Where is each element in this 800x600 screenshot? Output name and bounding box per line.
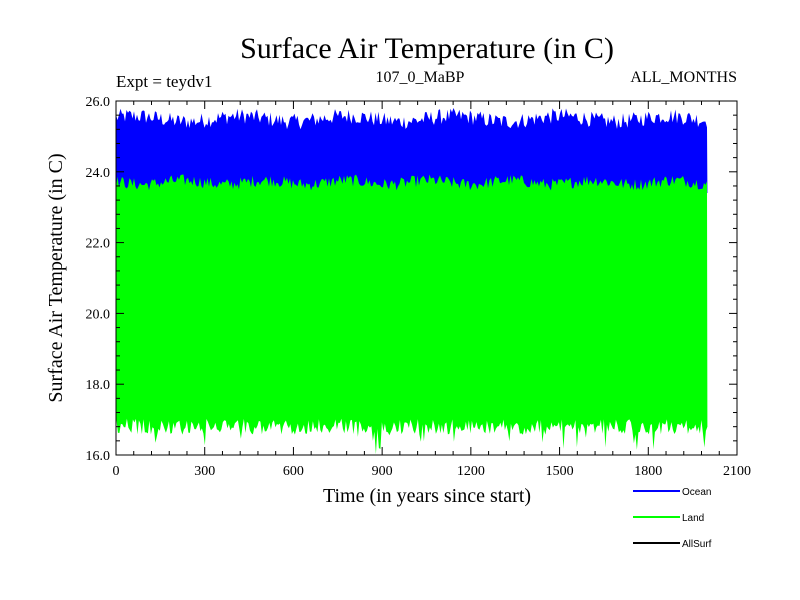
y-tick-label: 18.0 [86, 378, 111, 393]
experiment-label: Expt = teydv1 [116, 72, 212, 91]
x-tick-label: 600 [283, 464, 304, 479]
series-land [116, 174, 708, 455]
chart-title: Surface Air Temperature (in C) [240, 32, 614, 65]
x-tick-label: 2100 [723, 464, 751, 479]
x-tick-label: 0 [113, 464, 120, 479]
plot-area [115, 100, 738, 456]
legend-label-ocean: Ocean [682, 487, 711, 498]
series-ocean [116, 108, 708, 194]
y-tick-label: 16.0 [86, 449, 111, 464]
y-tick-label: 24.0 [86, 166, 111, 181]
x-tick-label: 900 [372, 464, 393, 479]
x-tick-label: 300 [194, 464, 215, 479]
subtitle-center: 107_0_MaBP [376, 69, 465, 86]
subtitle-right: ALL_MONTHS [630, 69, 737, 86]
y-tick-label: 20.0 [86, 307, 111, 322]
plot-frame [115, 100, 738, 456]
legend: Ocean Land AllSurf [633, 487, 712, 550]
x-tick-label: 1800 [634, 464, 662, 479]
y-axis-label: Surface Air Temperature (in C) [45, 153, 67, 402]
x-axis-label: Time (in years since start) [323, 485, 531, 507]
legend-label-land: Land [682, 513, 704, 524]
y-tick-label: 26.0 [86, 95, 111, 110]
x-tick-label: 1200 [457, 464, 485, 479]
x-tick-label: 1500 [546, 464, 574, 479]
legend-label-allsurf: AllSurf [682, 539, 712, 550]
y-tick-label: 22.0 [86, 237, 111, 252]
